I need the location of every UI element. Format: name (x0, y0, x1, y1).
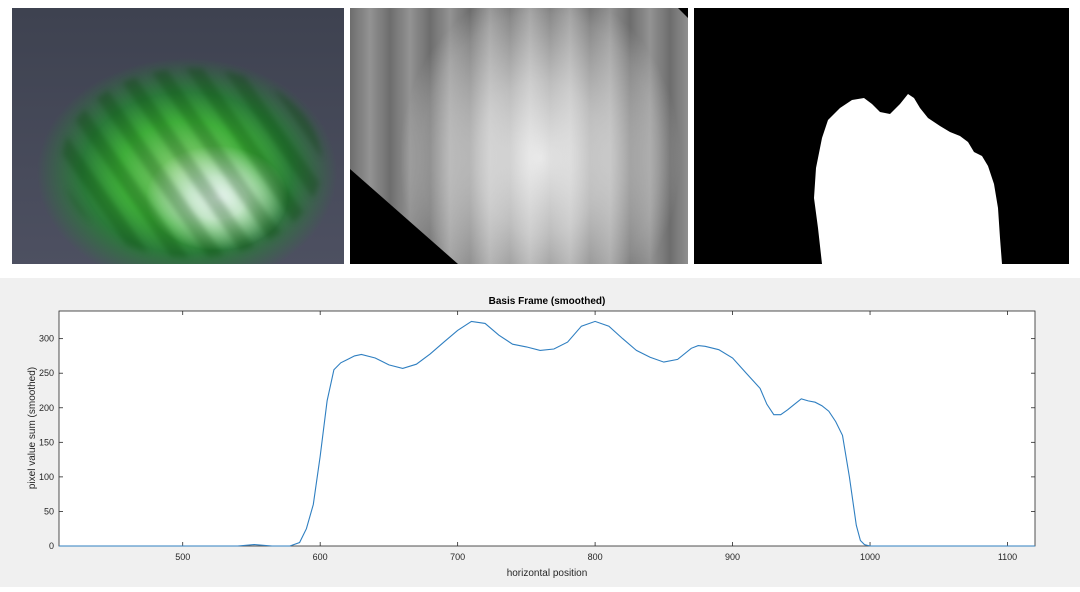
x-tick-label: 500 (175, 552, 190, 562)
y-tick-label: 300 (39, 334, 54, 344)
rotation-corner-bottom-left (350, 169, 458, 264)
x-tick-label: 800 (588, 552, 603, 562)
chart-title: Basis Frame (smoothed) (489, 296, 606, 307)
green-beam-photo (12, 8, 344, 264)
plot-box (58, 310, 1036, 547)
line-chart: Basis Frame (smoothed) horizontal positi… (27, 296, 1036, 579)
binary-mask-shape (814, 94, 1002, 264)
y-tick-label: 0 (49, 541, 54, 551)
x-tick-label: 900 (725, 552, 740, 562)
x-tick-label: 1000 (860, 552, 880, 562)
y-tick-label: 50 (44, 506, 54, 516)
chart-area: Basis Frame (smoothed) horizontal positi… (0, 278, 1080, 587)
binary-mask (694, 8, 1069, 264)
y-tick-label: 100 (39, 472, 54, 482)
y-tick-label: 150 (39, 437, 54, 447)
y-tick-label: 200 (39, 403, 54, 413)
x-axis-label: horizontal position (507, 568, 588, 579)
fringe-stripes (62, 68, 322, 258)
grayscale-image (350, 8, 688, 264)
x-tick-label: 600 (313, 552, 328, 562)
y-axis-label: pixel value sum (smoothed) (27, 367, 38, 489)
series-line (59, 320, 1035, 547)
y-tick-label: 250 (39, 368, 54, 378)
x-tick-label: 700 (450, 552, 465, 562)
x-tick-label: 1100 (998, 552, 1017, 562)
rotation-corner-top-right (678, 8, 688, 18)
